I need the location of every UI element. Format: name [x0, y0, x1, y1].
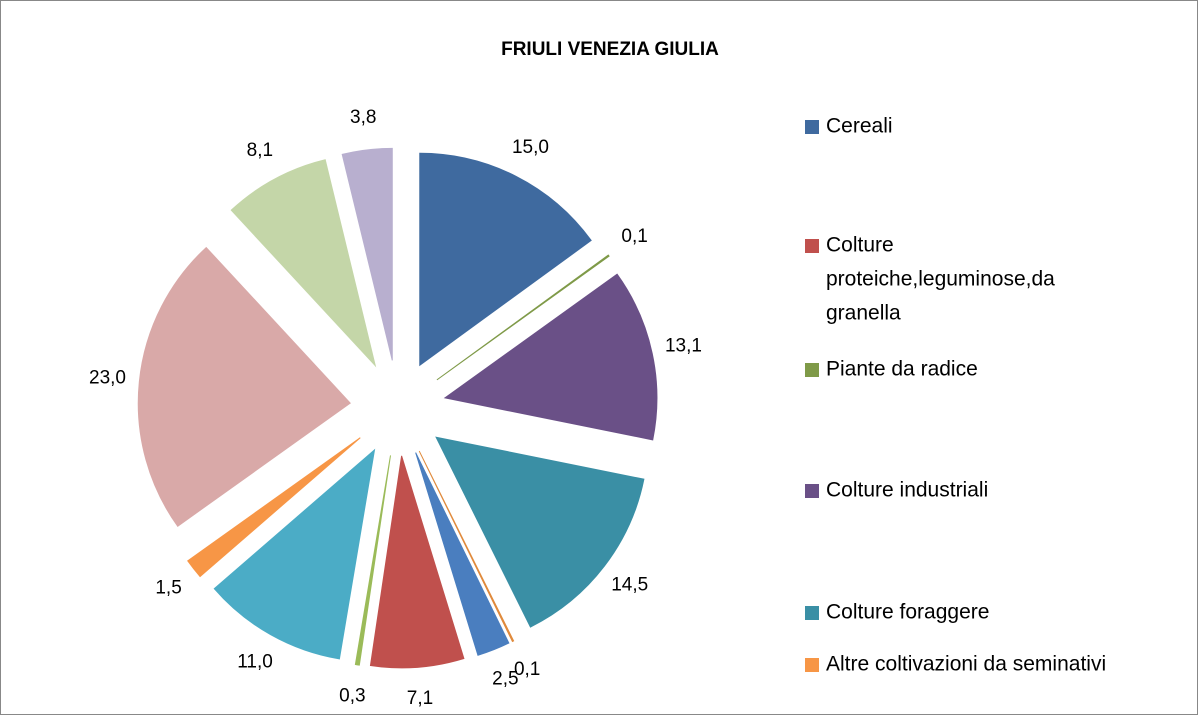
legend-label: Colture industriali [826, 479, 988, 502]
pie-slice [419, 152, 592, 367]
data-label: 14,5 [611, 575, 648, 596]
pie-slice [230, 159, 377, 368]
data-label: 0,1 [514, 659, 540, 680]
data-label: 23,0 [89, 367, 126, 388]
legend-label: Cereali [826, 115, 893, 138]
pie-slice [187, 437, 361, 578]
legend-swatch [805, 658, 819, 672]
pie-slice [137, 246, 352, 527]
data-label: 8,1 [247, 140, 273, 161]
pie-slice [443, 273, 658, 441]
legend-label: Colture foraggere [826, 601, 989, 624]
pie-slice [341, 147, 393, 361]
legend-label: Colture [826, 234, 894, 257]
pie-slice [435, 436, 645, 628]
legend-swatch [805, 120, 819, 134]
data-label: 2,5 [492, 669, 518, 690]
legend-swatch [805, 484, 819, 498]
data-label: 15,0 [512, 137, 549, 158]
pie-slice [213, 448, 376, 660]
pie-slice [369, 455, 465, 669]
pie-slice [354, 455, 391, 666]
legend-label: granella [826, 302, 901, 325]
chart-title: FRIULI VENEZIA GIULIA [501, 39, 719, 60]
data-label: 3,8 [350, 107, 376, 128]
pie-slice [436, 254, 610, 381]
legend-swatch [805, 239, 819, 253]
legend-label: proteiche,leguminose,da [826, 268, 1055, 291]
data-label: 1,5 [155, 578, 181, 599]
data-label: 0,1 [621, 226, 647, 247]
data-label: 11,0 [237, 652, 273, 673]
data-label: 13,1 [665, 336, 702, 357]
legend-label: Altre coltivazioni da seminativi [826, 653, 1106, 676]
data-label: 0,3 [339, 685, 365, 706]
legend-swatch [805, 363, 819, 377]
pie-slice [418, 450, 515, 643]
pie-slice [415, 452, 510, 656]
data-label: 7,1 [407, 688, 433, 709]
legend-swatch [805, 606, 819, 620]
legend-label: Piante da radice [826, 358, 978, 381]
